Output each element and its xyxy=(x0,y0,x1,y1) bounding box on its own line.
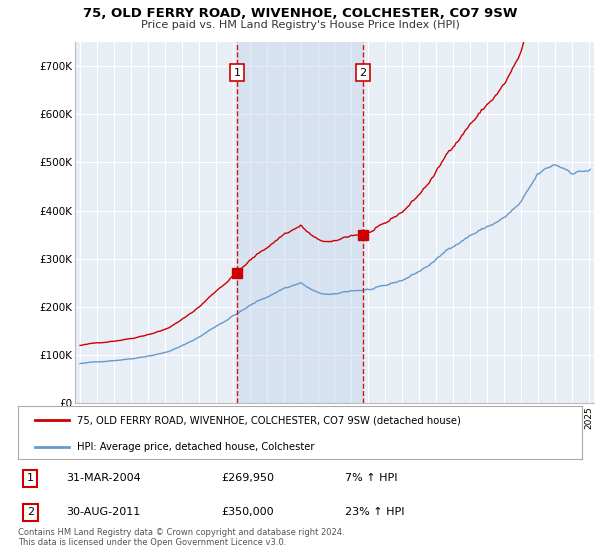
Text: HPI: Average price, detached house, Colchester: HPI: Average price, detached house, Colc… xyxy=(77,442,315,452)
Text: 31-MAR-2004: 31-MAR-2004 xyxy=(66,473,140,483)
Text: 75, OLD FERRY ROAD, WIVENHOE, COLCHESTER, CO7 9SW: 75, OLD FERRY ROAD, WIVENHOE, COLCHESTER… xyxy=(83,7,517,20)
Text: 7% ↑ HPI: 7% ↑ HPI xyxy=(345,473,398,483)
Text: Contains HM Land Registry data © Crown copyright and database right 2024.
This d: Contains HM Land Registry data © Crown c… xyxy=(18,528,344,547)
Text: 30-AUG-2011: 30-AUG-2011 xyxy=(66,507,140,517)
Text: £269,950: £269,950 xyxy=(221,473,274,483)
Text: Price paid vs. HM Land Registry's House Price Index (HPI): Price paid vs. HM Land Registry's House … xyxy=(140,20,460,30)
Text: 1: 1 xyxy=(27,473,34,483)
Text: 2: 2 xyxy=(359,68,367,78)
Text: £350,000: £350,000 xyxy=(221,507,274,517)
Text: 23% ↑ HPI: 23% ↑ HPI xyxy=(345,507,404,517)
Bar xyxy=(237,42,363,403)
Text: 75, OLD FERRY ROAD, WIVENHOE, COLCHESTER, CO7 9SW (detached house): 75, OLD FERRY ROAD, WIVENHOE, COLCHESTER… xyxy=(77,416,461,426)
Text: 1: 1 xyxy=(233,68,241,78)
Text: 2: 2 xyxy=(27,507,34,517)
